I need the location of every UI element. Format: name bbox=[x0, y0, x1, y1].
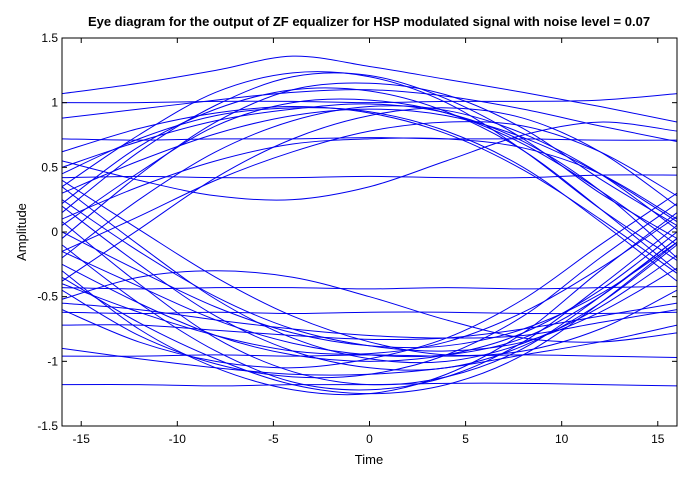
series-line-38 bbox=[62, 121, 677, 201]
series-line-41 bbox=[62, 324, 677, 376]
series-line-18 bbox=[62, 106, 677, 274]
series-line-10 bbox=[62, 72, 677, 239]
y-tick-label: 1 bbox=[51, 96, 58, 110]
series-line-39 bbox=[62, 270, 677, 343]
series-line-17 bbox=[62, 107, 677, 282]
x-tick-label: -15 bbox=[73, 432, 91, 446]
x-axis-label: Time bbox=[355, 452, 383, 467]
series-line-15 bbox=[62, 107, 677, 282]
y-tick-label: 0.5 bbox=[41, 160, 58, 174]
chart-title: Eye diagram for the output of ZF equaliz… bbox=[88, 14, 650, 29]
series-line-32 bbox=[62, 216, 677, 355]
series-line-2 bbox=[62, 93, 677, 104]
series-line-40 bbox=[62, 89, 677, 142]
y-tick-label: -1.5 bbox=[37, 419, 58, 433]
series-line-13 bbox=[62, 98, 677, 246]
series-line-16 bbox=[62, 108, 677, 223]
series-line-14 bbox=[62, 105, 677, 259]
series-line-37 bbox=[62, 302, 677, 339]
x-axis-ticks: -15 -10 -5 0 5 10 15 bbox=[73, 38, 665, 446]
series-line-1 bbox=[62, 55, 677, 123]
x-tick-label: 15 bbox=[651, 432, 665, 446]
x-tick-label: -5 bbox=[268, 432, 279, 446]
series-line-19 bbox=[62, 137, 677, 220]
series-line-20 bbox=[62, 121, 677, 252]
y-tick-label: -1 bbox=[47, 354, 58, 368]
y-tick-label: 0 bbox=[51, 225, 58, 239]
y-tick-label: 1.5 bbox=[41, 31, 58, 45]
x-tick-label: -10 bbox=[169, 432, 187, 446]
y-tick-label: -0.5 bbox=[37, 290, 58, 304]
x-tick-label: 10 bbox=[555, 432, 569, 446]
series-line-36 bbox=[62, 179, 677, 356]
series-line-34 bbox=[62, 199, 677, 352]
x-tick-label: 5 bbox=[462, 432, 469, 446]
series-line-24 bbox=[62, 221, 677, 386]
series-lines bbox=[62, 55, 677, 396]
x-tick-label: 0 bbox=[366, 432, 373, 446]
series-line-35 bbox=[62, 241, 677, 395]
y-axis-label: Amplitude bbox=[14, 203, 29, 261]
y-axis-ticks: -1.5 -1 -0.5 0 0.5 1 1.5 bbox=[37, 31, 677, 433]
series-line-21 bbox=[62, 103, 677, 259]
series-line-30 bbox=[62, 238, 677, 358]
series-line-23 bbox=[62, 225, 677, 391]
series-line-5 bbox=[62, 285, 677, 290]
series-line-29 bbox=[62, 192, 677, 369]
series-line-9 bbox=[62, 71, 677, 261]
series-line-26 bbox=[62, 205, 677, 371]
